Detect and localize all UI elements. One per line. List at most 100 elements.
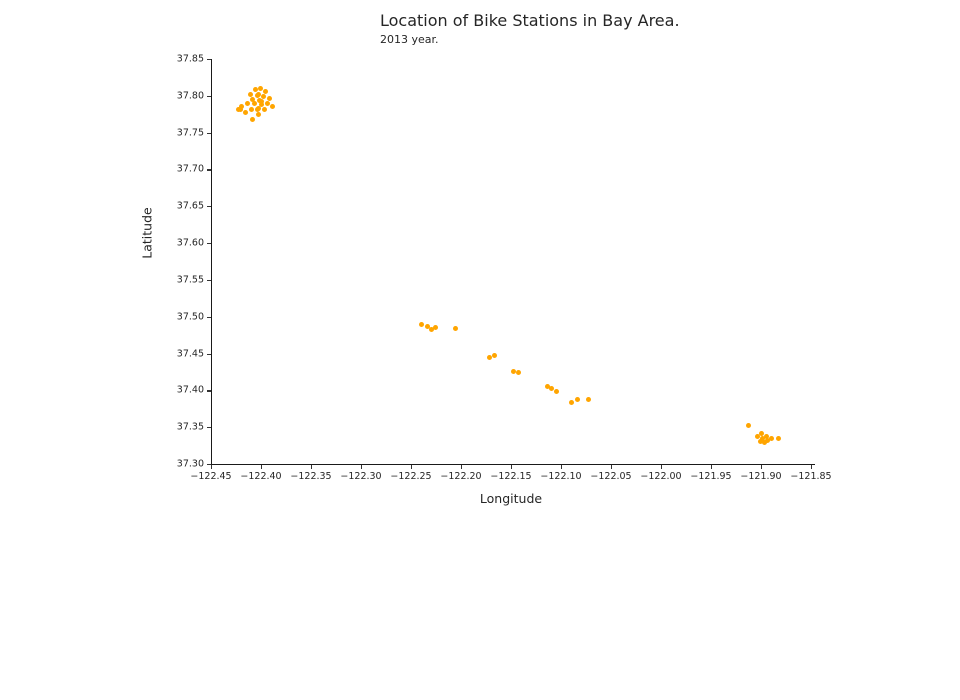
y-tick-mark — [207, 132, 211, 134]
y-tick-mark — [207, 427, 211, 429]
data-point — [244, 100, 250, 106]
y-tick-label: 37.40 — [176, 384, 204, 396]
y-tick-label: 37.30 — [176, 458, 204, 470]
x-tick-mark — [311, 465, 313, 469]
data-point — [257, 85, 263, 91]
y-axis-spine — [211, 59, 213, 468]
x-tick-label: −122.10 — [540, 471, 582, 482]
data-point — [428, 326, 434, 332]
data-point — [258, 102, 264, 108]
data-point — [764, 437, 770, 443]
y-tick-label: 37.75 — [176, 127, 204, 139]
x-tick-mark — [511, 465, 513, 469]
data-point — [754, 434, 760, 440]
x-tick-label: −122.00 — [640, 471, 682, 482]
data-point — [544, 384, 550, 390]
x-tick-label: −122.25 — [390, 471, 432, 482]
x-tick-label: −122.15 — [490, 471, 532, 482]
data-point — [248, 107, 254, 113]
data-point — [515, 370, 521, 376]
data-point — [432, 325, 438, 331]
data-point — [247, 91, 253, 97]
data-point — [548, 386, 554, 392]
y-tick-label: 37.80 — [176, 90, 204, 102]
y-tick-label: 37.55 — [176, 274, 204, 286]
plot-area: 37.30 37.35 37.40 37.45 37.50 37.55 37.60 37.65… — [177, 54, 832, 483]
data-point — [238, 104, 244, 110]
data-point — [242, 109, 248, 115]
data-point — [269, 103, 275, 109]
y-tick-mark — [207, 316, 211, 318]
data-point — [491, 353, 497, 359]
data-point — [258, 99, 264, 105]
y-tick-label: 37.35 — [176, 421, 204, 433]
data-point — [264, 100, 270, 106]
data-point — [574, 396, 580, 402]
data-point — [255, 105, 261, 111]
y-tick-mark — [207, 243, 211, 245]
y-tick-mark — [207, 206, 211, 208]
x-axis-spine — [211, 464, 815, 466]
data-point — [745, 423, 751, 429]
x-tick-label: −121.90 — [740, 471, 782, 482]
y-tick-label: 37.65 — [176, 200, 204, 212]
x-tick-label: −122.45 — [190, 471, 232, 482]
x-tick-mark — [461, 465, 463, 469]
x-tick-mark — [811, 465, 813, 469]
data-point — [553, 389, 559, 395]
data-point — [266, 95, 272, 101]
data-point — [235, 107, 241, 113]
data-point — [261, 106, 267, 112]
data-point — [262, 88, 268, 94]
data-point — [418, 321, 424, 327]
x-tick-mark — [211, 465, 213, 469]
data-point — [249, 116, 255, 122]
y-tick-label: 37.60 — [176, 237, 204, 249]
data-point — [768, 435, 774, 441]
data-point — [249, 97, 255, 102]
y-tick-mark — [207, 95, 211, 97]
x-tick-mark — [711, 465, 713, 469]
x-tick-label: −122.20 — [440, 471, 482, 482]
data-point — [251, 101, 257, 107]
data-point — [763, 433, 769, 439]
y-tick-mark — [207, 169, 211, 171]
x-tick-label: −122.35 — [290, 471, 332, 482]
data-point — [452, 326, 458, 331]
data-point — [757, 438, 763, 444]
y-tick-mark — [207, 59, 211, 61]
x-tick-mark — [261, 465, 263, 469]
data-point — [761, 440, 767, 446]
x-tick-label: −122.30 — [340, 471, 382, 482]
x-tick-mark — [611, 465, 613, 469]
x-tick-label: −121.85 — [790, 471, 832, 482]
y-tick-mark — [207, 353, 211, 355]
chart-subtitle: 2013 year. — [380, 33, 439, 46]
x-tick-label: −122.40 — [240, 471, 282, 482]
data-point — [424, 323, 430, 329]
data-point — [255, 91, 261, 97]
data-point — [255, 112, 261, 118]
y-tick-label: 37.70 — [176, 163, 204, 175]
data-point — [585, 397, 591, 403]
y-tick-mark — [207, 279, 211, 282]
y-tick-mark — [207, 390, 211, 392]
x-tick-mark — [411, 465, 413, 469]
x-tick-mark — [761, 465, 763, 469]
data-point — [775, 436, 781, 442]
data-point — [486, 354, 492, 360]
y-tick-label: 37.50 — [176, 311, 204, 323]
data-point — [252, 86, 258, 92]
data-point — [510, 368, 516, 374]
x-tick-mark — [361, 465, 363, 469]
data-point — [758, 431, 764, 437]
data-point — [568, 400, 574, 406]
y-axis-label: Latitude — [139, 207, 155, 259]
x-tick-mark — [561, 465, 563, 469]
y-tick-mark — [207, 464, 211, 466]
x-tick-mark — [661, 465, 663, 469]
x-tick-label: −121.95 — [690, 471, 732, 482]
x-axis-label: Longitude — [479, 491, 543, 506]
chart-title: Location of Bike Stations in Bay Area. — [380, 11, 680, 30]
